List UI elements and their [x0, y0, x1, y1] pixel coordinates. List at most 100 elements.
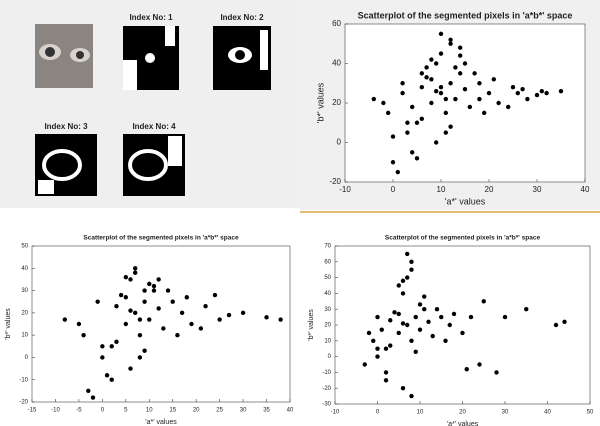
point	[438, 85, 444, 90]
point	[62, 317, 68, 322]
point	[453, 65, 458, 70]
point	[413, 314, 418, 320]
point	[76, 321, 82, 327]
point	[123, 321, 129, 327]
point	[156, 306, 161, 311]
point	[165, 288, 171, 293]
point	[395, 169, 400, 175]
y-tick-label: -20	[19, 400, 28, 406]
y-axis-label: 'b*' values	[315, 82, 325, 123]
x-tick-label: -10	[331, 410, 340, 416]
point	[104, 373, 110, 378]
point	[434, 307, 440, 312]
point	[396, 283, 401, 288]
x-axis-label: 'a*' values	[445, 196, 486, 206]
point	[151, 283, 157, 289]
x-tick-label: 20	[193, 408, 200, 414]
point	[388, 318, 393, 323]
y-tick-label: 0	[337, 138, 342, 147]
point	[142, 348, 147, 353]
y-tick-label: 10	[324, 338, 331, 344]
point	[477, 362, 482, 367]
point	[109, 344, 114, 349]
point	[429, 100, 434, 106]
x-tick-label: -5	[76, 408, 82, 414]
point	[414, 120, 420, 125]
point	[189, 321, 194, 327]
point	[114, 303, 119, 309]
point	[362, 362, 367, 367]
point	[520, 86, 525, 92]
x-tick-label: 50	[587, 410, 594, 416]
point	[81, 332, 86, 338]
point	[240, 310, 246, 316]
point	[379, 327, 384, 332]
point	[390, 160, 396, 165]
point	[434, 88, 439, 94]
x-tick-label: 0	[391, 185, 396, 194]
point	[400, 291, 406, 296]
point	[396, 330, 401, 336]
point	[95, 299, 100, 304]
point	[128, 277, 133, 282]
point	[400, 90, 405, 96]
point	[383, 346, 389, 351]
point	[409, 338, 414, 343]
point	[147, 317, 152, 322]
y-tick-label: -10	[322, 370, 331, 376]
point	[448, 37, 453, 42]
point	[114, 339, 119, 345]
point	[419, 116, 424, 122]
thumbnail	[35, 134, 97, 196]
point	[462, 61, 468, 66]
point	[375, 354, 380, 359]
y-tick-label: 0	[328, 354, 332, 360]
y-tick-label: 30	[21, 288, 28, 294]
point	[371, 96, 376, 102]
point	[486, 90, 492, 96]
y-tick-label: 40	[324, 291, 331, 297]
point	[156, 277, 161, 282]
x-tick-label: 30	[533, 185, 542, 194]
point	[515, 90, 520, 96]
point	[417, 302, 423, 307]
y-tick-label: -10	[19, 377, 28, 383]
point	[430, 333, 435, 339]
point	[462, 86, 468, 92]
point	[409, 259, 414, 264]
x-tick-label: 10	[437, 185, 446, 194]
point	[434, 61, 439, 66]
x-tick-label: 30	[240, 408, 247, 414]
y-tick-label: 50	[21, 244, 28, 250]
point	[184, 295, 189, 300]
point	[481, 299, 486, 304]
point	[405, 322, 410, 328]
point	[405, 130, 410, 135]
x-tick-label: -15	[28, 408, 37, 414]
point	[383, 370, 389, 375]
point	[381, 100, 386, 106]
y-tick-label: 70	[324, 244, 331, 250]
point	[448, 124, 453, 129]
point	[133, 270, 138, 275]
point	[458, 45, 463, 50]
x-tick-label: 20	[485, 185, 494, 194]
x-axis-label: 'a*' values	[145, 419, 177, 426]
point	[413, 349, 418, 355]
point	[434, 140, 439, 145]
point	[438, 90, 444, 96]
point	[424, 75, 429, 80]
point	[558, 88, 564, 94]
x-tick-label: 20	[459, 410, 466, 416]
chart-title: Scatterplot of the segmented pixels in '…	[83, 235, 239, 242]
point	[212, 292, 218, 298]
point	[482, 110, 487, 116]
point	[458, 53, 463, 58]
point	[424, 65, 429, 70]
point	[410, 104, 415, 110]
point	[405, 251, 410, 257]
point	[405, 120, 410, 125]
point	[506, 104, 511, 110]
point	[133, 310, 138, 316]
